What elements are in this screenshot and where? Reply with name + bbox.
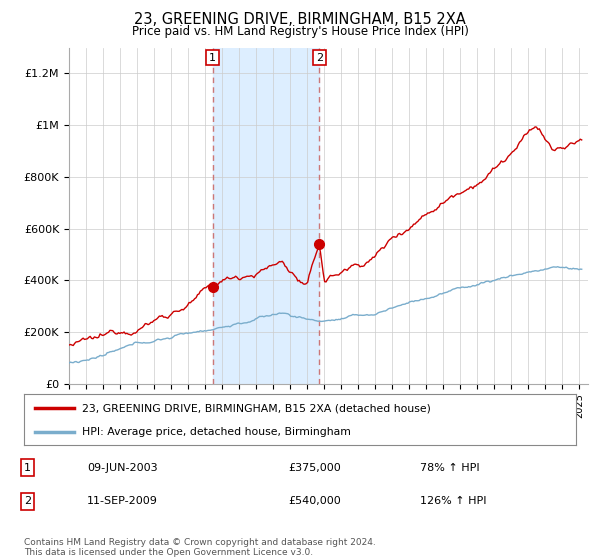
Text: HPI: Average price, detached house, Birmingham: HPI: Average price, detached house, Birm…	[82, 427, 351, 437]
Text: 2: 2	[316, 53, 323, 63]
Text: £375,000: £375,000	[288, 463, 341, 473]
Text: Price paid vs. HM Land Registry's House Price Index (HPI): Price paid vs. HM Land Registry's House …	[131, 25, 469, 38]
Bar	[212, 48, 319, 384]
Text: 78% ↑ HPI: 78% ↑ HPI	[420, 463, 479, 473]
Text: 1: 1	[24, 463, 31, 473]
Text: 11-SEP-2009: 11-SEP-2009	[87, 496, 158, 506]
Text: 1: 1	[209, 53, 216, 63]
Text: 09-JUN-2003: 09-JUN-2003	[87, 463, 158, 473]
Text: £540,000: £540,000	[288, 496, 341, 506]
Text: 23, GREENING DRIVE, BIRMINGHAM, B15 2XA: 23, GREENING DRIVE, BIRMINGHAM, B15 2XA	[134, 12, 466, 27]
Text: Contains HM Land Registry data © Crown copyright and database right 2024.
This d: Contains HM Land Registry data © Crown c…	[24, 538, 376, 557]
Text: 2: 2	[24, 496, 31, 506]
Text: 126% ↑ HPI: 126% ↑ HPI	[420, 496, 487, 506]
Text: 23, GREENING DRIVE, BIRMINGHAM, B15 2XA (detached house): 23, GREENING DRIVE, BIRMINGHAM, B15 2XA …	[82, 403, 431, 413]
